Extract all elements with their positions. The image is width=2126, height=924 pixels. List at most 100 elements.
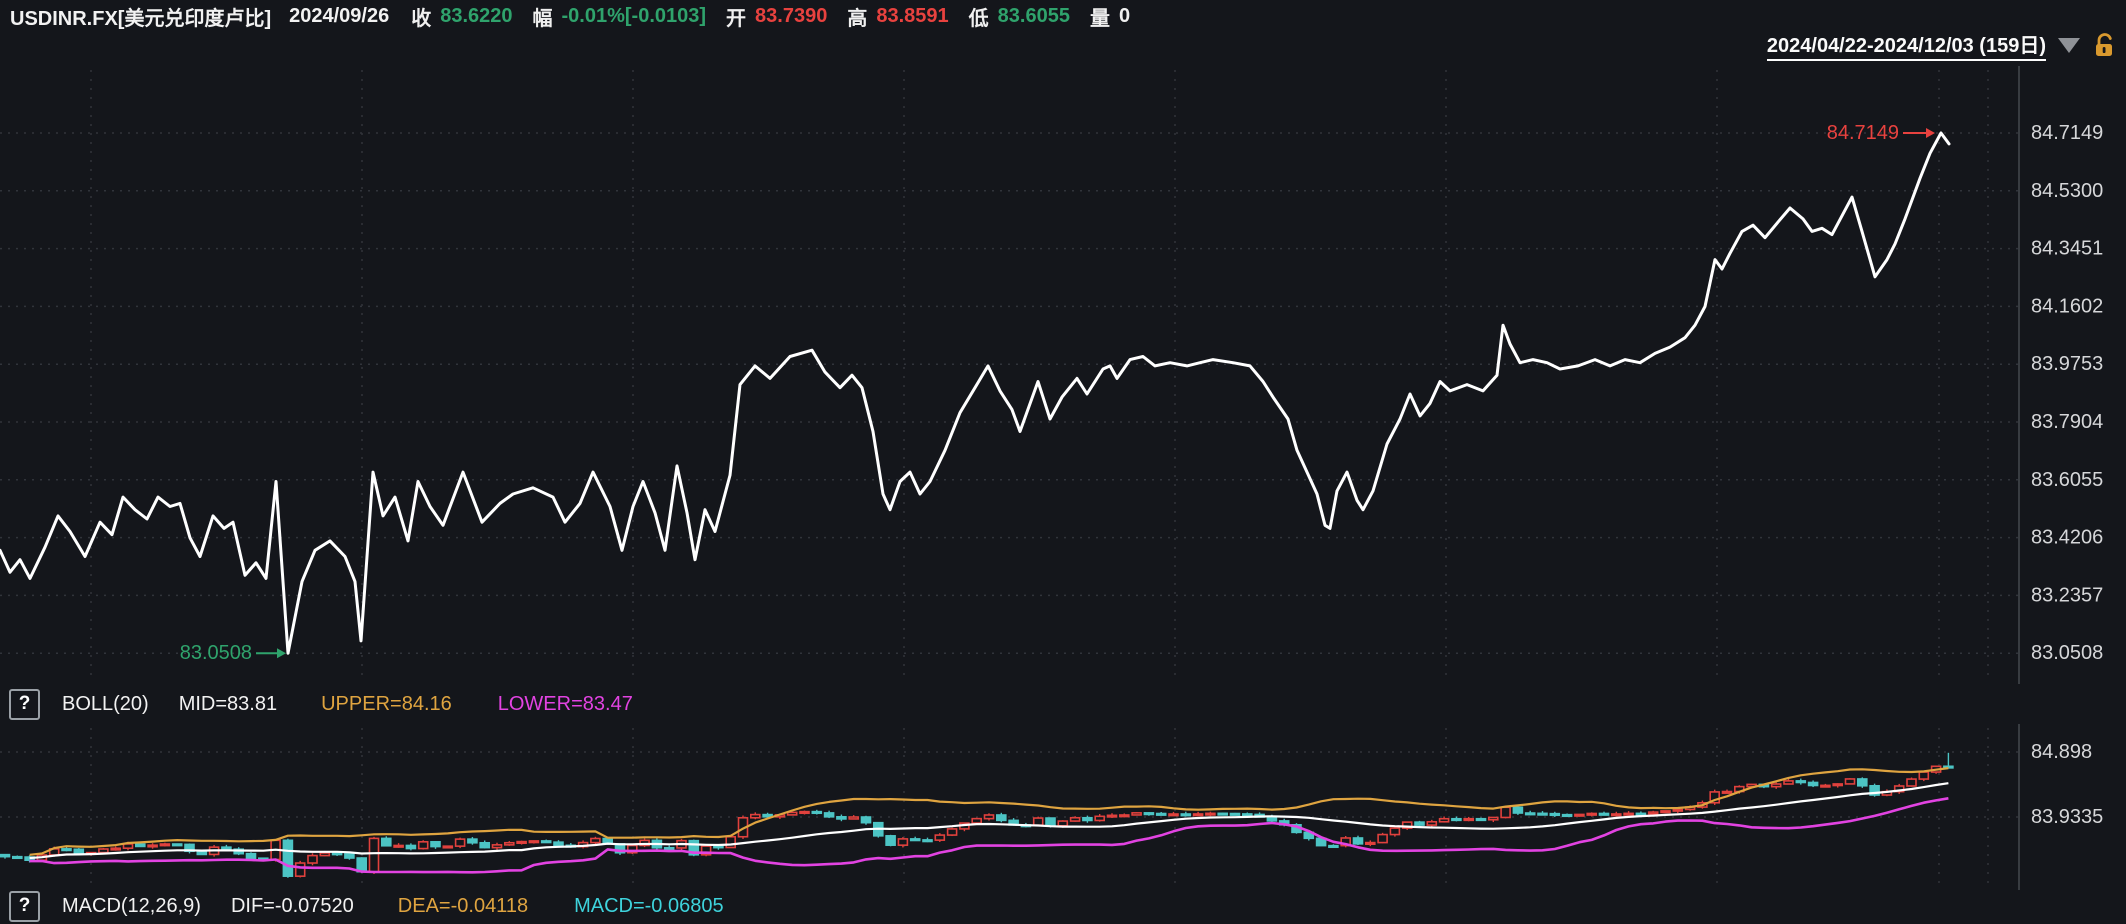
field-volume-value: 0 bbox=[1118, 4, 1131, 27]
candle-body bbox=[294, 862, 306, 877]
candle-body bbox=[1365, 841, 1376, 845]
field-change: 幅 -0.01%[-0.0103] bbox=[533, 2, 707, 31]
candle-body bbox=[860, 816, 872, 824]
low-marker-label: 83.0508 bbox=[180, 642, 252, 664]
macd-help-button[interactable]: ? bbox=[9, 890, 40, 922]
candle-body bbox=[1500, 806, 1511, 819]
candle-body bbox=[1598, 812, 1610, 816]
candle-body bbox=[1205, 812, 1216, 816]
candle-body bbox=[491, 844, 503, 849]
candle-body bbox=[1069, 816, 1081, 822]
chevron-down-icon[interactable] bbox=[2058, 37, 2080, 53]
candle-body bbox=[1475, 817, 1487, 822]
candle-body bbox=[503, 841, 515, 846]
field-high-label: 高 bbox=[847, 7, 868, 30]
macd-name[interactable]: MACD(12,26,9) bbox=[62, 894, 201, 917]
candle-body bbox=[110, 847, 121, 851]
candle-body bbox=[1217, 812, 1228, 816]
candle-body bbox=[1783, 780, 1794, 785]
candle-body bbox=[1660, 810, 1671, 814]
candle-body bbox=[1340, 837, 1351, 847]
unlock-icon[interactable] bbox=[2092, 31, 2118, 59]
candle-body bbox=[331, 852, 343, 856]
field-close-label: 收 bbox=[411, 7, 432, 30]
candle-body bbox=[540, 840, 552, 844]
macd-dif-value: DIF=-0.07520 bbox=[230, 894, 354, 917]
field-low: 低 83.6055 bbox=[969, 2, 1070, 31]
candle-body bbox=[1192, 813, 1204, 817]
info-bar: USDINR.FX[美元兑印度卢比] 2024/09/26 收 83.6220 … bbox=[0, 0, 2126, 32]
y-axis-label: 84.5300 bbox=[2031, 180, 2103, 202]
candle-body bbox=[1401, 821, 1413, 829]
field-open-value: 83.7390 bbox=[755, 4, 828, 27]
candle-body bbox=[1512, 806, 1524, 814]
candle-body bbox=[0, 853, 11, 858]
candle-body bbox=[1168, 813, 1179, 817]
candle-body bbox=[344, 853, 355, 859]
y-axis-label: 83.7904 bbox=[2031, 411, 2103, 433]
candle-body bbox=[245, 852, 257, 860]
candle-body bbox=[1807, 781, 1819, 787]
candle-body bbox=[725, 835, 737, 849]
field-change-value: -0.01%[-0.0103] bbox=[561, 4, 707, 27]
high-marker-arrow-head bbox=[1926, 128, 1935, 138]
candle-body bbox=[1709, 791, 1720, 804]
candle-body bbox=[442, 845, 454, 849]
candle-body bbox=[995, 814, 1007, 822]
boll-candle-chart[interactable]: 84.898 83.9335 bbox=[0, 724, 2126, 890]
candle-body bbox=[1106, 814, 1118, 818]
field-open-label: 开 bbox=[726, 7, 747, 30]
candle-body bbox=[909, 838, 921, 842]
field-high: 高 83.8591 bbox=[847, 2, 948, 31]
candle-body bbox=[971, 817, 983, 824]
candle-body bbox=[934, 834, 946, 841]
candle-body bbox=[1832, 783, 1843, 787]
field-change-label: 幅 bbox=[532, 7, 553, 30]
quote-date: 2024/09/26 bbox=[289, 4, 390, 27]
date-range-link[interactable]: 2024/04/22-2024/12/03 (159日) bbox=[1766, 29, 2046, 61]
y-axis-label: 84.1602 bbox=[2031, 295, 2103, 317]
y-axis-label: 83.9335 bbox=[2031, 806, 2103, 828]
boll-name[interactable]: BOLL(20) bbox=[62, 692, 149, 715]
candle-body bbox=[98, 848, 109, 854]
candle-body bbox=[516, 840, 527, 844]
candle-body bbox=[1524, 812, 1536, 816]
candle-body bbox=[946, 828, 958, 836]
candle-body bbox=[885, 835, 896, 846]
candle-body bbox=[380, 837, 392, 847]
candle-body bbox=[836, 816, 847, 820]
candle-body bbox=[368, 837, 380, 873]
candle-body bbox=[1857, 778, 1868, 787]
candle-body bbox=[1229, 812, 1241, 816]
candle-body bbox=[61, 848, 72, 852]
y-axis-label: 84.898 bbox=[2031, 741, 2092, 763]
main-price-chart[interactable]: 84.7149 84.5300 84.3451 84.1602 83.9753 83.79… bbox=[0, 58, 2126, 686]
candle-body bbox=[663, 846, 675, 851]
y-axis-label: 83.6055 bbox=[2031, 469, 2103, 491]
candle-body bbox=[528, 840, 540, 844]
candle-body bbox=[1414, 821, 1425, 826]
low-marker-arrow-head bbox=[277, 648, 286, 659]
field-low-label: 低 bbox=[968, 7, 989, 30]
candle-body bbox=[467, 838, 478, 844]
candle-body bbox=[553, 841, 564, 847]
candle-body bbox=[700, 845, 712, 856]
y-axis-label: 83.2357 bbox=[2031, 584, 2103, 606]
candle-body bbox=[159, 843, 171, 847]
range-selector: 2024/04/22-2024/12/03 (159日) bbox=[1766, 29, 2118, 61]
candle-body bbox=[1032, 817, 1044, 826]
candle-body bbox=[1328, 844, 1339, 849]
candle-body bbox=[1906, 778, 1917, 787]
y-axis-label: 83.0508 bbox=[2031, 642, 2103, 664]
candle-body bbox=[171, 843, 183, 847]
candle-body bbox=[688, 839, 700, 856]
candle-body bbox=[1377, 833, 1388, 844]
candle-body bbox=[221, 846, 232, 851]
candle-body bbox=[1869, 784, 1880, 796]
candle-body bbox=[1143, 812, 1155, 816]
candle-body bbox=[922, 839, 933, 843]
candle-body bbox=[405, 844, 417, 850]
candle-body bbox=[590, 837, 601, 844]
boll-help-button[interactable]: ? bbox=[9, 688, 40, 720]
candle-body bbox=[1082, 816, 1093, 822]
